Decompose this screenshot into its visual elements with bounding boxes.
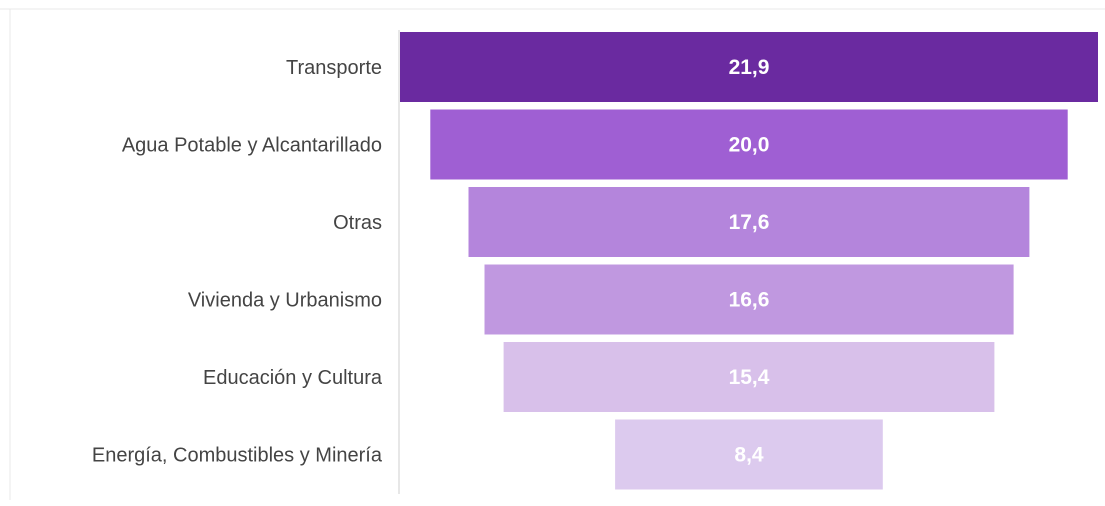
category-label: Agua Potable y Alcantarillado: [122, 135, 382, 157]
category-label: Otras: [333, 212, 382, 234]
bar-value-label: 15,4: [729, 366, 770, 389]
bars-layer: [400, 32, 1098, 490]
bar-value-label: 17,6: [729, 211, 770, 234]
category-label: Transporte: [286, 57, 382, 79]
funnel-bar: [503, 342, 995, 412]
category-label: Educación y Cultura: [203, 367, 383, 389]
category-label: Energía, Combustibles y Minería: [92, 445, 383, 467]
funnel-bar: [468, 187, 1030, 257]
funnel-bar: [430, 109, 1068, 180]
funnel-bar: [400, 32, 1098, 102]
bar-value-label: 20,0: [729, 134, 770, 157]
bar-value-label: 8,4: [734, 444, 764, 467]
bar-value-label: 16,6: [729, 289, 770, 312]
funnel-bar: [615, 419, 883, 490]
labels-layer: 21,9 Transporte 20,0 Agua Potable y Alcanta…: [92, 56, 770, 467]
category-label: Vivienda y Urbanismo: [188, 290, 382, 312]
bar-value-label: 21,9: [729, 56, 770, 79]
funnel-bar: [484, 264, 1014, 335]
